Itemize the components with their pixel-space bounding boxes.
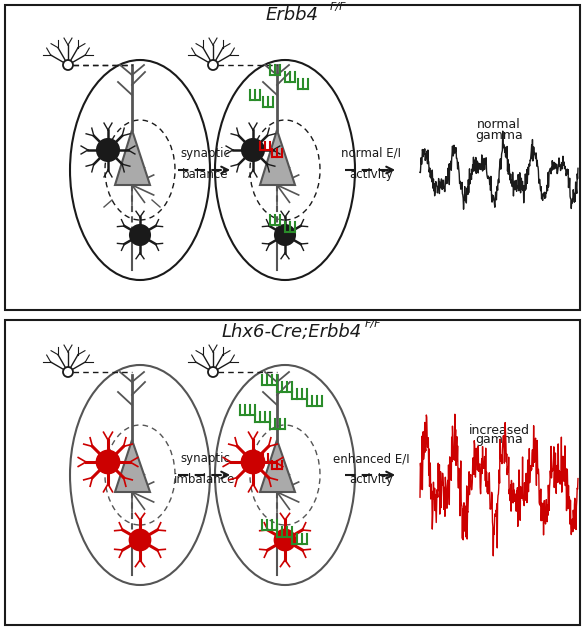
Text: balance: balance <box>182 168 228 181</box>
Circle shape <box>97 139 119 161</box>
Text: Erbb4: Erbb4 <box>266 6 318 24</box>
FancyBboxPatch shape <box>5 320 580 625</box>
Circle shape <box>275 530 295 550</box>
FancyBboxPatch shape <box>5 5 580 310</box>
Text: F/F: F/F <box>365 319 381 329</box>
Circle shape <box>275 225 295 245</box>
Text: normal: normal <box>477 118 521 131</box>
Circle shape <box>130 530 150 550</box>
Polygon shape <box>115 440 150 492</box>
Text: gamma: gamma <box>475 433 523 447</box>
Text: normal E/I: normal E/I <box>341 147 401 160</box>
Text: enhanced E/I: enhanced E/I <box>333 452 409 465</box>
Polygon shape <box>115 130 150 185</box>
Circle shape <box>208 367 218 377</box>
Text: imbalance: imbalance <box>174 473 236 486</box>
Text: activity: activity <box>349 473 393 486</box>
Polygon shape <box>260 130 295 185</box>
Circle shape <box>242 451 264 473</box>
Circle shape <box>130 225 150 245</box>
Text: Lhx6-Cre;Erbb4: Lhx6-Cre;Erbb4 <box>222 323 362 341</box>
Text: synaptic: synaptic <box>180 452 230 465</box>
Text: F/F: F/F <box>330 2 346 12</box>
Text: activity: activity <box>349 168 393 181</box>
Circle shape <box>208 60 218 70</box>
Polygon shape <box>260 440 295 492</box>
Circle shape <box>242 139 264 161</box>
Text: gamma: gamma <box>475 129 523 141</box>
Text: increased: increased <box>469 424 529 436</box>
Circle shape <box>63 367 73 377</box>
Circle shape <box>63 60 73 70</box>
Text: synaptic: synaptic <box>180 147 230 160</box>
Circle shape <box>97 451 119 473</box>
